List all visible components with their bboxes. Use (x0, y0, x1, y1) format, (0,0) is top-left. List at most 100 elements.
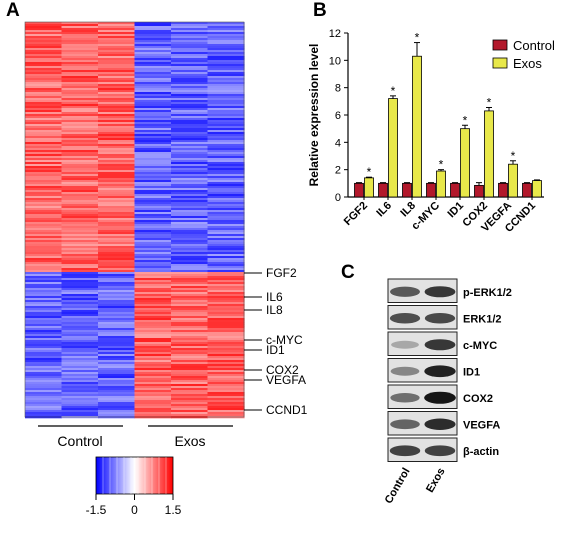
western-blot: p-ERK1/2 ERK1/2 c-MYC ID1 COX2 VEGFA β-actin C… (383, 278, 512, 506)
heatmap-cell (98, 64, 136, 67)
heatmap-cell (98, 226, 136, 229)
heatmap-cell (98, 354, 136, 357)
heatmap-cell (98, 32, 136, 35)
heatmap-cell (98, 292, 136, 295)
heatmap-cell (98, 258, 136, 261)
heatmap-cell (25, 406, 63, 409)
heatmap-cell (134, 400, 172, 403)
heatmap-cell (61, 124, 99, 127)
heatmap-cell (171, 288, 209, 291)
heatmap-cell (98, 266, 136, 269)
heatmap-cell (61, 28, 99, 31)
heatmap-cell (207, 226, 245, 229)
heatmap-cell (171, 30, 209, 33)
heatmap-cell (25, 214, 63, 217)
heatmap-cell (61, 372, 99, 375)
heatmap-cell (61, 126, 99, 129)
heatmap-cell (207, 64, 245, 67)
heatmap-cell (207, 208, 245, 211)
heatmap-cell (134, 262, 172, 265)
heatmap-cell (25, 126, 63, 129)
heatmap-cell (61, 364, 99, 367)
heatmap-cell (98, 400, 136, 403)
heatmap-cell (61, 42, 99, 45)
heatmap-cell (134, 34, 172, 37)
heatmap-cell (134, 354, 172, 357)
heatmap-cell (134, 254, 172, 257)
heatmap-cell (171, 230, 209, 233)
heatmap-cell (171, 78, 209, 81)
heatmap-cell (98, 304, 136, 307)
blot-band (391, 340, 419, 349)
heatmap-cell (25, 244, 63, 247)
heatmap-cell (25, 68, 63, 71)
heatmap-cell (98, 344, 136, 347)
heatmap-cell (25, 362, 63, 365)
heatmap-cell (171, 298, 209, 301)
heatmap-cell (61, 66, 99, 69)
heatmap-cell (25, 102, 63, 105)
heatmap-cell (134, 46, 172, 49)
heatmap-cell (171, 238, 209, 241)
heatmap-cell (171, 118, 209, 121)
heatmap-cell (207, 172, 245, 175)
blot-label-vegfa: VEGFA (463, 419, 500, 431)
heatmap-cell (61, 94, 99, 97)
heatmap-cell (207, 402, 245, 405)
heatmap-cell (207, 414, 245, 417)
gene-label-il8: IL8 (266, 303, 283, 317)
heatmap-cell (25, 168, 63, 171)
heatmap-cell (134, 94, 172, 97)
heatmap-cell (98, 308, 136, 311)
heatmap-cell (98, 72, 136, 75)
heatmap-cell (98, 112, 136, 115)
heatmap-cell (25, 250, 63, 253)
heatmap-cell (207, 204, 245, 207)
heatmap-cell (171, 318, 209, 321)
heatmap-cell (98, 346, 136, 349)
heatmap-cell (171, 286, 209, 289)
heatmap-cell (171, 176, 209, 179)
heatmap-cell (134, 326, 172, 329)
heatmap-cell (61, 196, 99, 199)
heatmap-cell (25, 360, 63, 363)
heatmap-cell (98, 54, 136, 57)
gene-label-c-myc: c-MYC (266, 333, 303, 347)
heatmap-cell (98, 190, 136, 193)
heatmap-cell (25, 46, 63, 49)
heatmap-cell (61, 356, 99, 359)
heatmap-cell (98, 100, 136, 103)
bar-control-id1 (450, 182, 460, 198)
heatmap-cell (134, 228, 172, 231)
heatmap-cell (171, 180, 209, 183)
heatmap-cell (98, 364, 136, 367)
heatmap-cell (25, 222, 63, 225)
heatmap-cell (61, 108, 99, 111)
heatmap-cell (25, 264, 63, 267)
heatmap-cell (61, 414, 99, 417)
heatmap-cell (207, 278, 245, 281)
y-tick-label: 12 (329, 28, 341, 40)
heatmap-cell (98, 330, 136, 333)
heatmap-cell (171, 98, 209, 101)
heatmap-cell (61, 288, 99, 291)
heatmap-cell (134, 184, 172, 187)
heatmap-cell (171, 192, 209, 195)
blot-band (424, 339, 456, 351)
heatmap-cell (98, 132, 136, 135)
heatmap-cell (98, 386, 136, 389)
heatmap-cell (61, 138, 99, 141)
heatmap-cell (171, 186, 209, 189)
heatmap-cell (134, 80, 172, 83)
heatmap-cell (98, 382, 136, 385)
heatmap-cell (134, 246, 172, 249)
heatmap-cell (171, 26, 209, 29)
heatmap-cell (171, 354, 209, 357)
heatmap-cell (207, 252, 245, 255)
heatmap-cell (134, 44, 172, 47)
heatmap-cell (134, 124, 172, 127)
heatmap-cell (207, 264, 245, 267)
heatmap-cell (61, 36, 99, 39)
bar-control-vegfa (498, 182, 508, 198)
